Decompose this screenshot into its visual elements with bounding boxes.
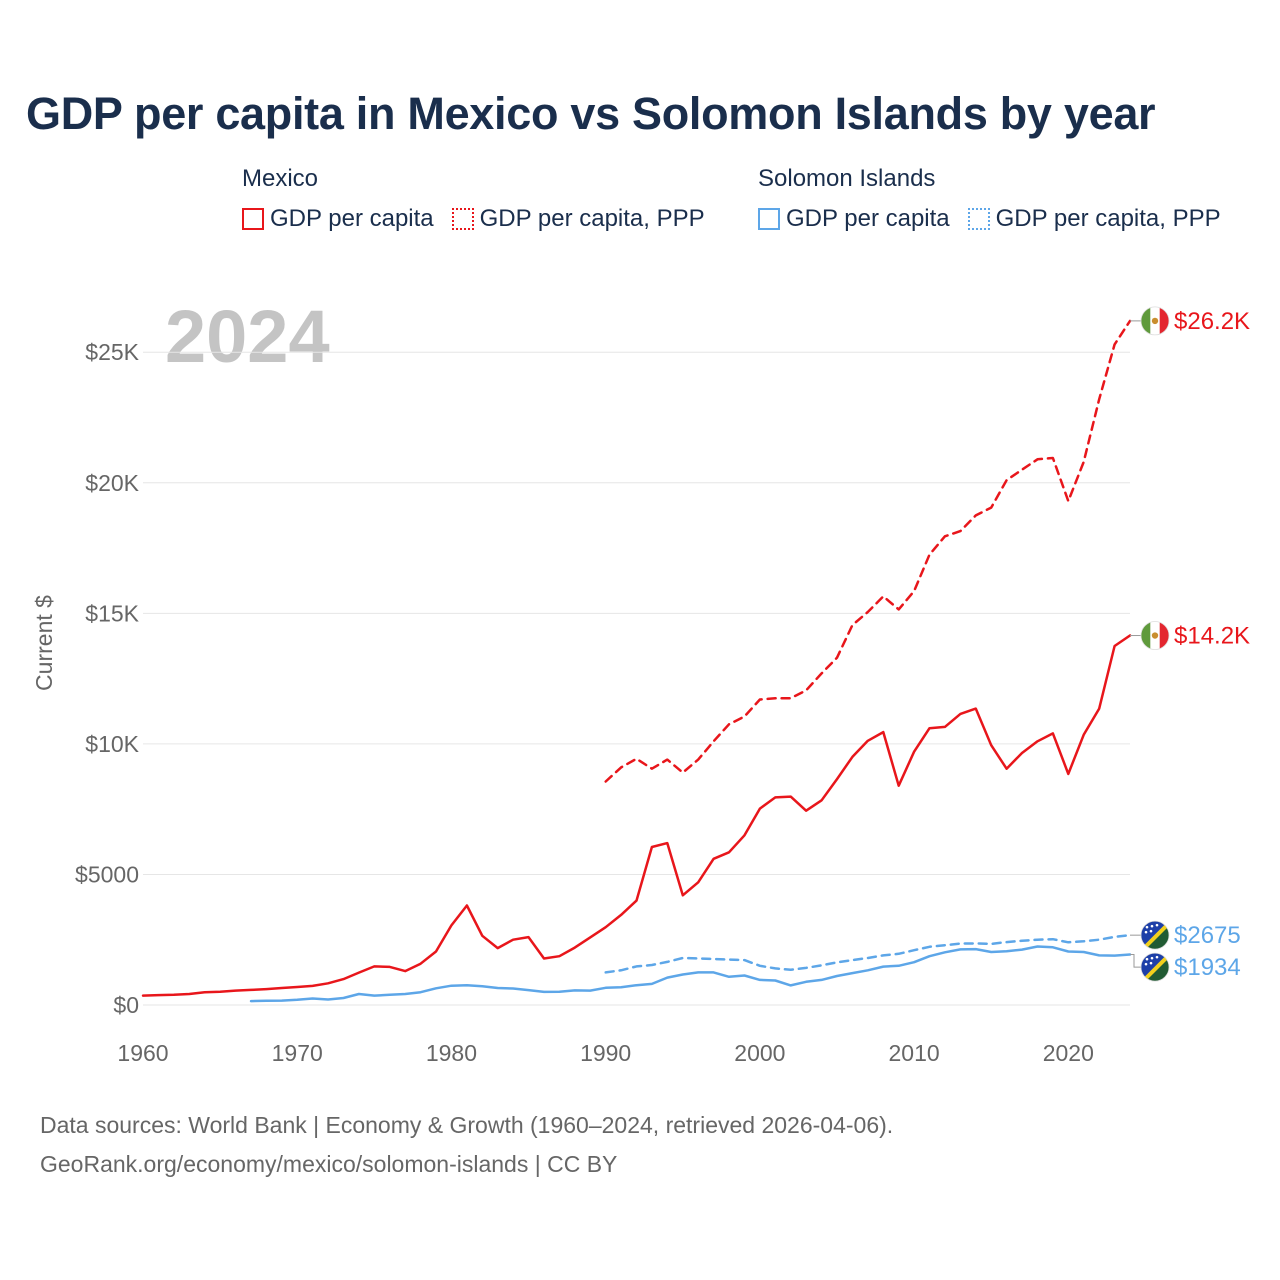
chart-title: GDP per capita in Mexico vs Solomon Isla… bbox=[26, 88, 1156, 139]
legend-label: GDP per capita, PPP bbox=[995, 205, 1221, 232]
legend-group-name: Solomon Islands bbox=[758, 165, 936, 192]
solomon-flag-icon bbox=[1141, 921, 1171, 951]
series-lines bbox=[141, 319, 1132, 1003]
y-axis-label: Current $ bbox=[31, 595, 57, 691]
legend-group-solomon-islands: Solomon Islands GDP per capita GDP per c… bbox=[758, 163, 1239, 233]
legend-label: GDP per capita bbox=[270, 205, 434, 232]
series-line-solomon-islands-gdp-per-capita-ppp[interactable] bbox=[604, 933, 1132, 974]
source-line-2[interactable]: GeoRank.org/economy/mexico/solomon-islan… bbox=[40, 1151, 618, 1177]
grid-lines bbox=[143, 351, 1130, 1006]
y-tick-label: $10K bbox=[85, 731, 139, 757]
legend-item-solomon-gdp-ppp[interactable]: GDP per capita, PPP bbox=[967, 205, 1221, 233]
end-value-label: $1934 bbox=[1174, 954, 1241, 981]
series-line-mexico-gdp-per-capita-ppp[interactable] bbox=[604, 319, 1132, 783]
x-tick-label: 2020 bbox=[1043, 1040, 1094, 1066]
line-chart: 2024 Current $ $0 $5000 $10K $15K $20K $25K 1… bbox=[31, 295, 1250, 1066]
x-tick-label: 1970 bbox=[272, 1040, 323, 1066]
y-tick-label: $0 bbox=[113, 992, 139, 1018]
legend-item-mexico-gdp-ppp[interactable]: GDP per capita, PPP bbox=[451, 205, 705, 233]
legend-item-solomon-gdp[interactable]: GDP per capita bbox=[758, 205, 950, 233]
x-tick-label: 1990 bbox=[580, 1040, 631, 1066]
x-tick-label: 2000 bbox=[734, 1040, 785, 1066]
end-label-connector bbox=[1130, 954, 1141, 968]
series-line-mexico-gdp-per-capita[interactable] bbox=[141, 634, 1132, 997]
legend-group-name: Mexico bbox=[242, 165, 319, 192]
mexico-flag-icon bbox=[1141, 307, 1170, 335]
y-axis-ticks: $0 $5000 $10K $15K $20K $25K bbox=[75, 339, 140, 1018]
y-tick-label: $20K bbox=[85, 470, 139, 496]
x-tick-label: 1980 bbox=[426, 1040, 477, 1066]
x-tick-label: 1960 bbox=[117, 1040, 168, 1066]
end-value-label: $26.2K bbox=[1174, 308, 1250, 335]
mexico-flag-icon bbox=[1141, 622, 1170, 650]
y-tick-label: $25K bbox=[85, 339, 139, 365]
y-tick-label: $15K bbox=[85, 600, 139, 626]
end-value-label: $2675 bbox=[1174, 922, 1241, 949]
source-note: Data sources: World Bank | Economy & Gro… bbox=[40, 1106, 893, 1184]
series-line-solomon-islands-gdp-per-capita[interactable] bbox=[249, 945, 1132, 1003]
legend-item-mexico-gdp[interactable]: GDP per capita bbox=[242, 205, 434, 233]
year-watermark: 2024 bbox=[165, 295, 330, 378]
x-axis-ticks: 1960 1970 1980 1990 2000 2010 2020 bbox=[117, 1040, 1093, 1066]
end-labels: $26.2K $14.2K $2675 $1934 bbox=[1130, 307, 1250, 983]
solomon-flag-icon bbox=[1141, 953, 1171, 983]
end-value-label: $14.2K bbox=[1174, 623, 1250, 650]
legend-label: GDP per capita, PPP bbox=[479, 205, 705, 232]
legend-swatch-dotted bbox=[451, 208, 474, 230]
y-tick-label: $5000 bbox=[75, 861, 139, 887]
source-line-1: Data sources: World Bank | Economy & Gro… bbox=[40, 1112, 894, 1138]
x-tick-label: 2010 bbox=[889, 1040, 940, 1066]
legend-swatch-solid bbox=[758, 208, 780, 230]
legend-label: GDP per capita bbox=[786, 205, 950, 232]
legend-swatch-solid bbox=[242, 208, 264, 230]
legend-group-mexico: Mexico GDP per capita GDP per capita, PP… bbox=[242, 163, 723, 233]
legend-swatch-dotted bbox=[967, 208, 990, 230]
